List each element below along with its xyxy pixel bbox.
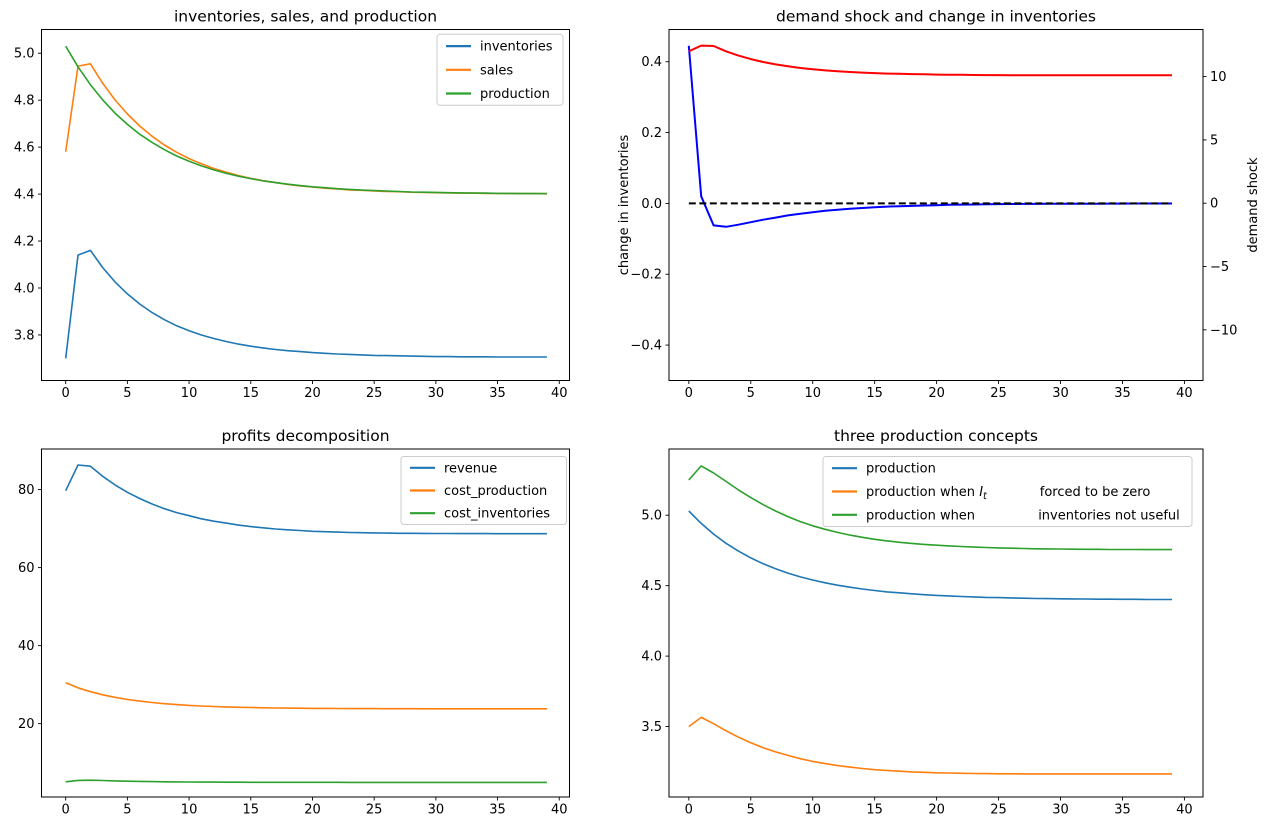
y-axis-label-right: demand shock (1246, 157, 1261, 253)
y-tick-left-label: 4.2 (14, 235, 35, 250)
y-tick-left-label: 0.4 (641, 55, 662, 70)
axes-spines (668, 448, 1204, 798)
legend-box (436, 33, 564, 106)
x-tick-label: 0 (685, 803, 693, 818)
x-tick-label: 35 (1114, 803, 1131, 818)
x-tick-label: 10 (804, 803, 821, 818)
chart-title: inventories, sales, and production (174, 8, 437, 26)
y-tick-left-label: 0.2 (641, 126, 662, 141)
x-tick-label: 10 (804, 386, 821, 401)
x-tick-label: 35 (489, 386, 506, 401)
y-tick-right-label: −5 (1210, 260, 1229, 275)
y-tick-left-label: 40 (18, 639, 35, 654)
series-line-production-when-It-forced-to-be-zero (688, 716, 1172, 775)
x-tick-label: 5 (747, 803, 755, 818)
y-tick-left-label: −0.4 (630, 339, 662, 354)
y-tick-left-label: 3.8 (14, 328, 35, 343)
x-tick-label: 15 (866, 386, 883, 401)
subplot-profits-decomposition: 0 5 10 15 20 25 30 35 40 20 40 60 80 profits decompos… (18, 427, 570, 818)
legend-label-sales: sales (480, 63, 513, 78)
x-tick-label: 35 (489, 803, 506, 818)
y-tick-left-label: 5.0 (641, 509, 662, 524)
x-tick-label: 40 (551, 803, 568, 818)
legend-label-production-when-It-forced-to-be-zero: production when It forced to be zero (866, 485, 1150, 502)
x-tick-label: 20 (928, 803, 945, 818)
x-tick-label: 30 (428, 803, 445, 818)
x-tick-label: 20 (928, 386, 945, 401)
legend-label-cost-inventories: cost_inventories (444, 507, 550, 522)
chart-title: profits decomposition (221, 427, 389, 445)
y-tick-right-label: 10 (1210, 70, 1227, 85)
legend-label-production: production (866, 462, 936, 477)
x-tick-label: 30 (1052, 386, 1069, 401)
y-tick-left-label: 0.0 (641, 197, 662, 212)
legend-box (400, 456, 567, 525)
series-line-revenue (64, 464, 547, 535)
legend-label-production-when-inventories-not-useful: production when inventories not useful (866, 508, 1180, 523)
x-tick-label: 0 (62, 803, 70, 818)
x-tick-label: 35 (1114, 386, 1131, 401)
x-tick-label: 15 (866, 803, 883, 818)
y-tick-left-label: 4.5 (641, 579, 662, 594)
series-line-demand-shock (688, 44, 1172, 77)
legend-label-inventories: inventories (480, 40, 553, 55)
x-tick-label: 30 (428, 386, 445, 401)
x-tick-label: 5 (747, 386, 755, 401)
legend-label-revenue: revenue (444, 461, 497, 476)
axes-spines (668, 29, 1204, 381)
x-tick-label: 25 (366, 386, 383, 401)
x-tick-label: 40 (551, 386, 568, 401)
x-tick-label: 25 (990, 386, 1007, 401)
y-tick-left-label: 4.8 (14, 94, 35, 109)
x-tick-label: 20 (304, 803, 321, 818)
y-tick-left-label: 4.6 (14, 141, 35, 156)
subplot-demand-shock-and-change-in-inventories: 0 5 10 15 20 25 30 35 40 −0.4 −0.2 0.0 0.2 0.4 −10 −5 0 5… (617, 8, 1261, 402)
series-line-cost-inventories (65, 779, 547, 784)
x-tick-label: 25 (990, 803, 1007, 818)
y-tick-left-label: 4.0 (14, 281, 35, 296)
x-tick-label: 0 (685, 386, 693, 401)
series-line-production-when-inventories-not-useful (688, 465, 1172, 551)
x-tick-label: 5 (123, 386, 131, 401)
x-tick-label: 10 (181, 803, 198, 818)
x-tick-label: 40 (1176, 386, 1193, 401)
y-tick-right-label: 0 (1210, 197, 1218, 212)
y-tick-left-label: 4.0 (641, 650, 662, 665)
y-tick-right-label: 5 (1210, 133, 1218, 148)
series-line-change-in-inventories (687, 45, 1172, 228)
x-tick-label: 40 (1176, 803, 1193, 818)
x-tick-label: 30 (1052, 803, 1069, 818)
chart-title: three production concepts (834, 427, 1038, 445)
axes-spines (41, 448, 570, 798)
y-tick-left-label: 20 (18, 717, 35, 732)
x-tick-label: 0 (62, 386, 70, 401)
x-tick-label: 10 (181, 386, 198, 401)
subplot-inventories-sales-production: 0 5 10 15 20 25 30 35 40 3.8 4.0 4.2 4.4 4.6 4.8 5.0 inv… (14, 8, 570, 401)
y-tick-right-label: −10 (1210, 323, 1237, 338)
x-tick-label: 20 (304, 386, 321, 401)
series-line-inventories (64, 249, 547, 359)
y-axis-label-left: change in inventories (617, 135, 632, 276)
axes-spines (41, 29, 570, 381)
series-line-production (688, 510, 1172, 601)
chart-title: demand shock and change in inventories (776, 8, 1096, 26)
subplot-three-production-concepts: 0 5 10 15 20 25 30 35 40 3.5 4.0 4.5 5.0 three produc… (641, 427, 1204, 818)
series-line-production (65, 45, 547, 195)
y-tick-left-label: 3.5 (641, 720, 662, 735)
x-tick-label: 5 (123, 803, 131, 818)
x-tick-label: 15 (243, 386, 260, 401)
y-tick-left-label: 4.4 (14, 188, 35, 203)
legend-label-cost-production: cost_production (444, 484, 547, 499)
y-tick-left-label: 80 (18, 483, 35, 498)
x-tick-label: 25 (366, 803, 383, 818)
y-tick-left-label: 5.0 (14, 47, 35, 62)
legend-box (822, 456, 1193, 527)
legend-label-production: production (480, 87, 550, 102)
series-line-cost-production (65, 681, 547, 710)
x-tick-label: 15 (243, 803, 260, 818)
y-tick-left-label: 60 (18, 561, 35, 576)
y-tick-left-label: −0.2 (630, 268, 662, 283)
